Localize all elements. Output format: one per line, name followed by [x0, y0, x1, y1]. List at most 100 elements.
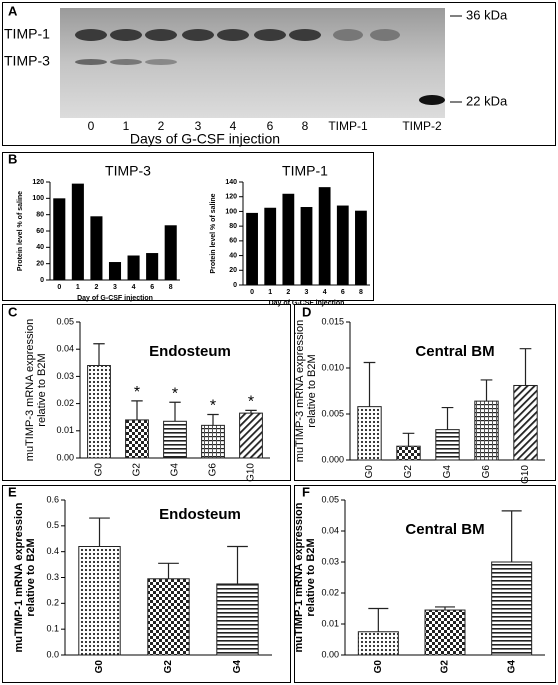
y-tick-label: 80 [36, 212, 44, 219]
y-tick-label: 0.010 [321, 362, 344, 372]
y-tick-label: 40 [229, 252, 237, 259]
y-tick-label: 0 [233, 282, 237, 289]
y-axis-label: muTIMP-1 mRNA expression [13, 502, 25, 652]
lane-label: 6 [267, 119, 274, 133]
x-tick-label: G6 [208, 463, 219, 477]
chart-title: TIMP-1 [282, 163, 328, 179]
error-bar [441, 406, 454, 430]
chart-title: Endosteum [149, 343, 231, 360]
y-tick-label: 20 [36, 261, 44, 268]
x-tick-label: G0 [94, 463, 105, 477]
chart-title: Endosteum [159, 506, 241, 523]
y-tick-label: 0 [40, 277, 44, 284]
bar [164, 225, 177, 280]
y-tick-label: 0.04 [56, 344, 74, 354]
panel-b-frame [2, 152, 374, 301]
panel-letter: E [8, 484, 17, 499]
x-tick-label: 0 [57, 284, 61, 291]
y-tick-label: 80 [229, 223, 237, 230]
marker-label: 36 kDa [466, 7, 508, 22]
y-axis-label: relative to B2M [36, 353, 48, 426]
error-bar [519, 348, 532, 386]
lane-label: 1 [123, 119, 130, 133]
y-tick-label: 140 [225, 179, 237, 186]
y-axis-label: muTIMP-1 mRNA expression [293, 502, 305, 652]
y-axis-label: Protein level % of saline [17, 191, 24, 271]
error-bar [435, 606, 455, 611]
x-tick-label: G0 [364, 465, 375, 479]
y-tick-label: 0.05 [321, 494, 339, 504]
band-label: TIMP-3 [4, 53, 50, 69]
y-tick-label: 0.2 [46, 598, 59, 608]
y-tick-label: 0.015 [321, 316, 344, 326]
y-tick-label: 0.00 [321, 649, 339, 659]
x-tick-label: G4 [506, 660, 517, 674]
y-tick-label: 0.01 [321, 618, 339, 628]
y-tick-label: 40 [36, 244, 44, 251]
bar [336, 205, 349, 285]
x-tick-label: G2 [403, 465, 414, 479]
y-axis-label: muTIMP-3 mRNA expression [294, 320, 306, 462]
panel-f-frame [294, 485, 556, 683]
y-tick-label: 120 [225, 194, 237, 201]
y-tick-label: 0.1 [46, 624, 59, 634]
bar [53, 198, 66, 280]
bar [147, 578, 190, 656]
y-tick-label: 0.0 [46, 649, 59, 659]
y-axis-label: relative to B2M [306, 354, 318, 427]
error-bar [245, 409, 257, 414]
gel-bands [75, 29, 445, 105]
bar [435, 429, 460, 461]
y-tick-label: 60 [229, 238, 237, 245]
lane-label: 3 [195, 119, 202, 133]
y-axis-label: relative to B2M [25, 538, 37, 616]
error-bar [169, 401, 181, 422]
panel-d-frame [294, 304, 556, 481]
panel-letter: C [8, 304, 18, 319]
x-tick-label: G4 [442, 465, 453, 479]
x-tick-label: G0 [373, 660, 384, 674]
bar [355, 210, 367, 285]
y-tick-label: 0.005 [321, 408, 344, 418]
gel-xlabel: Days of G-CSF injection [130, 131, 280, 147]
y-axis-label: Protein level % of saline [210, 193, 217, 273]
bar [125, 419, 149, 459]
error-bar [227, 545, 248, 584]
bar [71, 183, 84, 280]
lane-label: 0 [88, 119, 95, 133]
y-tick-label: 0.00 [56, 452, 74, 462]
x-tick-label: 2 [94, 284, 98, 291]
chart-title: Central BM [415, 343, 494, 360]
significance-mark: * [210, 398, 216, 415]
y-tick-label: 0.04 [321, 525, 339, 535]
x-tick-label: G4 [232, 660, 243, 674]
y-tick-label: 60 [36, 228, 44, 235]
bar [146, 253, 159, 280]
chart-title: TIMP-3 [105, 163, 151, 179]
y-tick-label: 0.000 [321, 454, 344, 464]
error-bar [402, 432, 415, 447]
x-tick-label: G2 [440, 660, 451, 674]
panel-a-frame [2, 2, 556, 146]
bar [127, 255, 140, 280]
x-tick-label: 2 [286, 289, 290, 296]
x-tick-label: G2 [163, 660, 174, 674]
x-tick-label: 8 [169, 284, 173, 291]
x-tick-label: 1 [268, 289, 272, 296]
x-tick-label: 6 [341, 289, 345, 296]
y-tick-label: 0.5 [46, 520, 59, 530]
y-tick-label: 20 [229, 267, 237, 274]
panel-letter: B [8, 151, 17, 166]
x-tick-label: 0 [250, 289, 254, 296]
bar [216, 583, 259, 656]
error-bar [368, 607, 389, 632]
y-axis-label: muTIMP-3 mRNA expression [24, 319, 36, 461]
x-tick-label: 8 [359, 289, 363, 296]
y-tick-label: 0.6 [46, 494, 59, 504]
marker-label: 22 kDa [466, 93, 508, 108]
y-tick-label: 0.02 [56, 398, 74, 408]
bar [424, 609, 466, 656]
x-tick-label: G10 [246, 463, 257, 482]
bar [513, 384, 538, 461]
